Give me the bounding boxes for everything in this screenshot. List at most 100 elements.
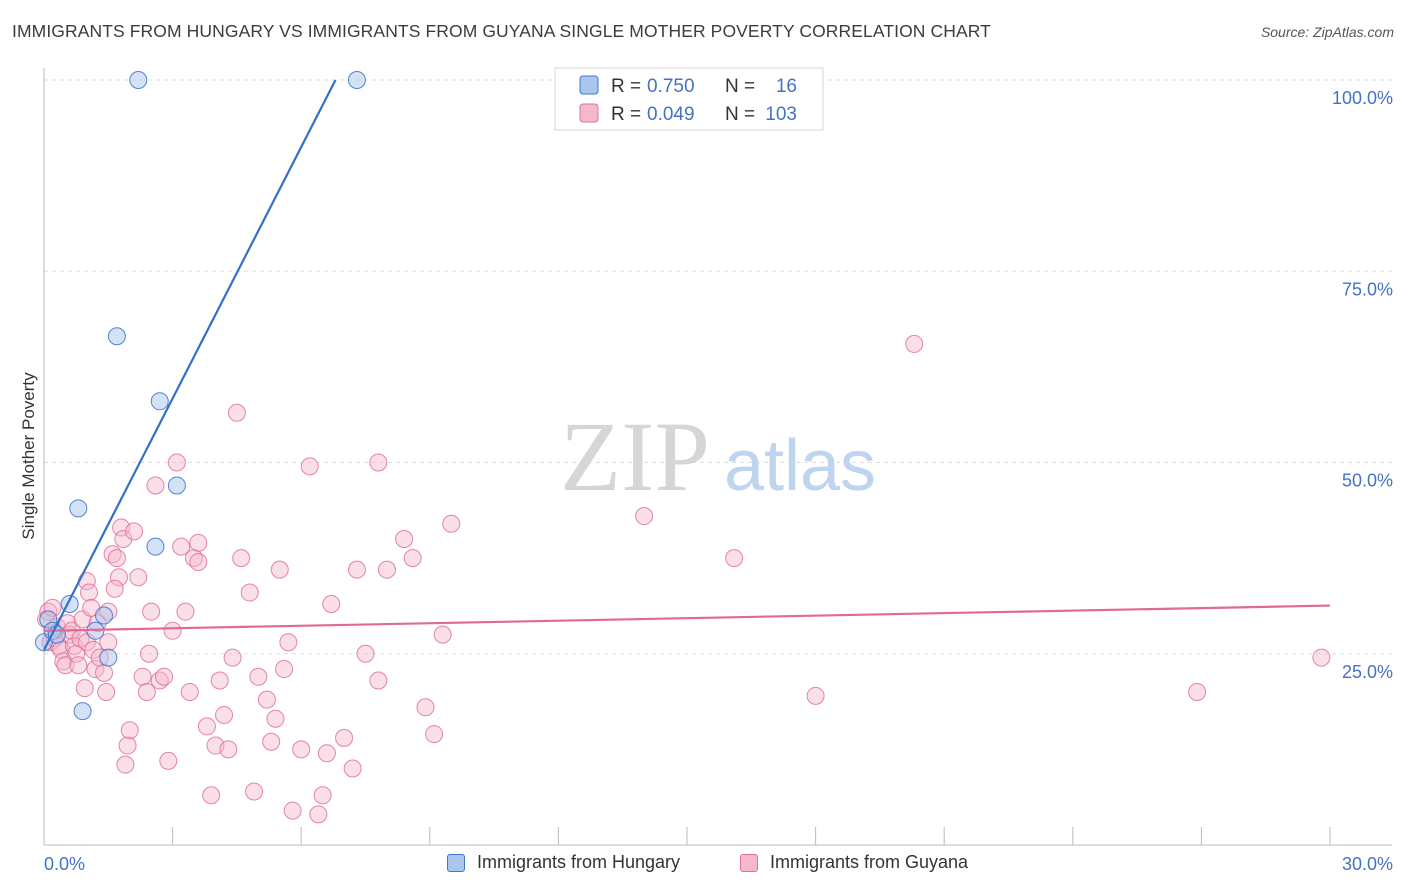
guyana-point-76: [356, 644, 375, 663]
guyana-point-15: [69, 656, 88, 675]
guyana-point-36: [125, 522, 144, 541]
guyana-point-39: [137, 683, 156, 701]
legend-n-value-guyana: 103: [765, 104, 797, 125]
guyana-point-45: [163, 621, 182, 640]
watermark-atlas: atlas: [724, 426, 876, 506]
legend-r-label-guyana: R =: [611, 104, 641, 125]
hungary-point-10: [107, 327, 126, 346]
hungary-point-9: [99, 648, 118, 667]
guyana-point-85: [442, 514, 461, 533]
hungary-point-5: [69, 499, 88, 518]
hungary-point-14: [167, 476, 186, 495]
guyana-point-34: [116, 755, 135, 774]
guyana-point-86: [635, 507, 654, 526]
guyana-point-77: [369, 671, 388, 690]
guyana-point-82: [416, 698, 435, 717]
guyana-point-78: [369, 453, 388, 472]
guyana-point-55: [210, 671, 229, 690]
y-axis-label: Single Mother Poverty: [19, 372, 38, 540]
guyana-point-58: [227, 403, 246, 422]
guyana-point-80: [395, 530, 414, 548]
guyana-point-71: [313, 786, 332, 805]
guyana-point-75: [347, 560, 366, 579]
guyana-point-88: [806, 686, 825, 705]
legend-n-label-hungary: N =: [725, 76, 755, 97]
guyana-point-67: [283, 801, 302, 820]
legend-r-value-hungary: 0.750: [647, 76, 695, 97]
guyana-point-38: [133, 667, 152, 686]
guyana-point-35: [118, 736, 137, 755]
guyana-point-30: [107, 549, 126, 568]
guyana-point-22: [84, 640, 103, 659]
guyana-point-56: [219, 740, 238, 759]
guyana-point-40: [142, 602, 161, 621]
watermark-zip: ZIP: [560, 401, 710, 512]
trend-lines: [43, 79, 1331, 651]
guyana-point-100: [105, 579, 124, 598]
guyana-point-83: [425, 725, 444, 744]
bottom-legend: Immigrants from Hungary Immigrants from …: [0, 850, 1406, 880]
guyana-point-51: [189, 533, 208, 552]
guyana-point-60: [240, 583, 259, 602]
legend-frame: [554, 67, 824, 131]
guyana-point-96: [75, 679, 94, 698]
guyana-points: [37, 334, 1331, 824]
y-tick-label-3: 100.0%: [1332, 88, 1393, 108]
x-tick-label-1: 30.0%: [1342, 854, 1393, 874]
guyana-point-31: [110, 568, 129, 587]
guyana-point-102: [215, 705, 234, 724]
y-tick-label-2: 75.0%: [1342, 279, 1393, 299]
guyana-point-73: [335, 728, 354, 747]
legend-box: R = 0.750 N = 16 R = 0.049 N = 103: [554, 67, 824, 131]
guyana-point-65: [275, 660, 294, 679]
guyana-point-87: [725, 549, 744, 568]
hungary-point-11: [129, 71, 148, 89]
guyana-point-52: [197, 717, 216, 736]
guyana-point-61: [249, 667, 268, 686]
guyana-point-66: [279, 633, 298, 652]
hungary-point-13: [150, 392, 169, 411]
grid-lines: [44, 79, 1392, 655]
guyana-point-64: [270, 560, 289, 579]
legend-n-value-hungary: 16: [776, 76, 797, 97]
guyana-point-91: [1312, 648, 1331, 667]
legend-swatch-hungary: [579, 75, 599, 95]
legend-item-guyana[interactable]: Immigrants from Guyana: [740, 852, 968, 873]
guyana-point-37: [129, 568, 148, 587]
chart-title: IMMIGRANTS FROM HUNGARY VS IMMIGRANTS FR…: [12, 21, 991, 41]
guyana-point-59: [232, 549, 251, 568]
guyana-point-57: [223, 648, 242, 667]
guyana-point-92: [120, 721, 139, 740]
guyana-point-62: [257, 690, 276, 709]
guyana-point-33: [114, 530, 133, 548]
guyana-point-94: [189, 552, 208, 571]
guyana-point-9: [56, 656, 75, 675]
x-tick-label-0: 0.0%: [44, 854, 85, 874]
guyana-point-47: [172, 537, 191, 556]
legend-label-hungary: Immigrants from Hungary: [477, 852, 681, 872]
guyana-point-93: [245, 782, 264, 801]
guyana-point-69: [300, 457, 319, 476]
guyana-point-41: [146, 476, 165, 495]
source-label: Source: ZipAtlas.com: [1260, 24, 1394, 40]
hungary-point-6: [73, 702, 92, 721]
guyana-point-48: [176, 602, 195, 621]
legend-item-hungary[interactable]: Immigrants from Hungary: [447, 852, 680, 873]
legend-r-label-hungary: R =: [611, 76, 641, 97]
legend-swatch-guyana-bottom: [740, 853, 758, 872]
guyana-point-81: [403, 549, 422, 568]
hungary-trend-line: [43, 79, 337, 651]
legend-n-label-guyana: N =: [725, 104, 755, 125]
guyana-point-79: [377, 560, 396, 579]
hungary-point-8: [95, 606, 114, 625]
guyana-point-98: [266, 709, 285, 728]
guyana-point-70: [309, 805, 328, 824]
y-tick-label-0: 25.0%: [1342, 662, 1393, 682]
guyana-point-68: [292, 740, 311, 759]
guyana-point-72: [322, 595, 341, 614]
hungary-point-15: [347, 71, 366, 89]
guyana-point-20: [80, 583, 99, 602]
hungary-point-12: [146, 537, 165, 556]
tick-labels: 25.0% 50.0% 75.0% 100.0% 0.0% 30.0%: [44, 88, 1393, 874]
